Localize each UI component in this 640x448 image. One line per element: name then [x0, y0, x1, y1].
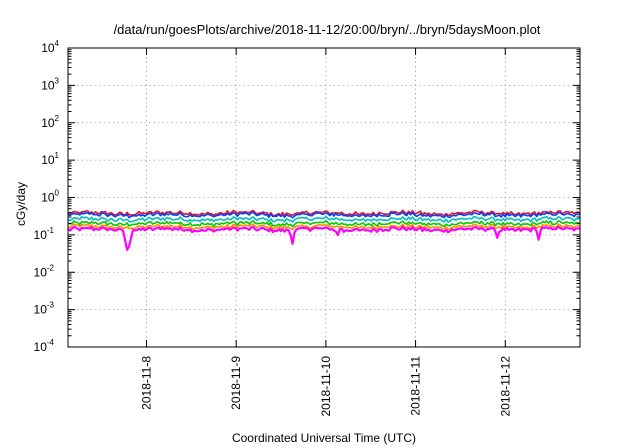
plot-frame: [67, 47, 581, 348]
y-tick-label: 102: [41, 114, 59, 130]
grid-lines: [68, 48, 580, 347]
series-line-2: [67, 223, 581, 231]
series-line-1: [67, 225, 581, 251]
y-axis-label: cGy/day: [14, 182, 28, 226]
series-line-5: [67, 211, 581, 219]
y-tick-label: 104: [41, 39, 59, 55]
y-tick-label: 101: [41, 151, 59, 167]
series-layer: [67, 209, 581, 251]
x-tick-label: 2018-11-12: [498, 356, 512, 417]
x-tick-label: 2018-11-10: [319, 356, 333, 417]
x-tick-label: 2018-11-9: [229, 356, 243, 410]
x-tick-label: 2018-11-11: [409, 356, 423, 416]
x-tick-label: 2018-11-8: [139, 356, 153, 410]
y-tick-label: 10-4: [34, 338, 55, 354]
series-line-3: [67, 220, 581, 228]
y-tick-label: 10-2: [34, 263, 55, 279]
y-tick-label: 10-1: [34, 226, 55, 242]
axes: 10-4 10-3 10-2 10-1 100 101 102 103 104 2018-11-8…: [34, 39, 580, 417]
y-tick-label: 103: [41, 76, 59, 92]
x-axis-label: Coordinated Universal Time (UTC): [232, 431, 416, 445]
series-line-6: [67, 209, 581, 217]
y-tick-label: 10-3: [34, 301, 55, 317]
chart-title: /data/run/goesPlots/archive/2018-11-12/2…: [114, 22, 541, 37]
series-line-4: [67, 215, 581, 223]
y-tick-label: 100: [41, 189, 59, 205]
